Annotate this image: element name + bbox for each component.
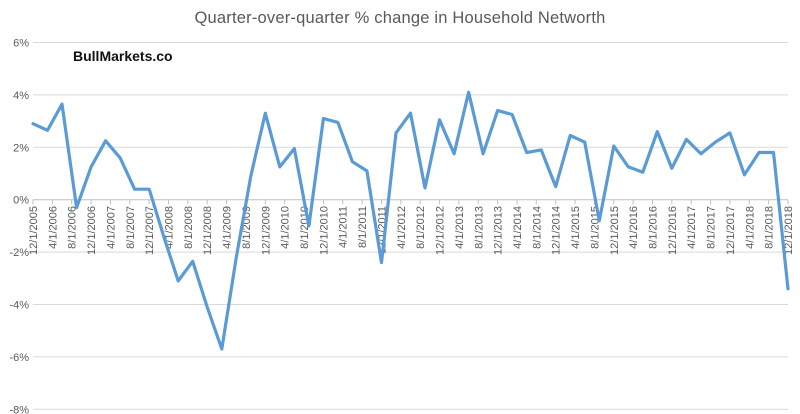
- svg-text:4/1/2015: 4/1/2015: [570, 206, 582, 249]
- svg-text:4/1/2009: 4/1/2009: [222, 206, 234, 249]
- svg-text:4%: 4%: [13, 90, 29, 102]
- x-axis: [32, 199, 789, 205]
- y-axis-labels: 6% 4% 2% 0% -2% -4% -6% -8%: [9, 38, 29, 414]
- svg-text:8/1/2012: 8/1/2012: [415, 206, 427, 249]
- bullmarkets-watermark: BullMarkets.co: [73, 48, 173, 64]
- svg-text:12/1/2009: 12/1/2009: [260, 206, 272, 255]
- svg-text:4/1/2014: 4/1/2014: [512, 206, 524, 249]
- data-series-line: [31, 90, 790, 351]
- svg-text:8/1/2013: 8/1/2013: [473, 206, 485, 249]
- svg-text:12/1/2008: 12/1/2008: [202, 206, 214, 255]
- svg-text:4/1/2011: 4/1/2011: [338, 206, 350, 248]
- svg-text:-2%: -2%: [9, 247, 29, 259]
- svg-text:8/1/2006: 8/1/2006: [67, 206, 79, 249]
- svg-text:4/1/2017: 4/1/2017: [686, 206, 698, 249]
- svg-text:12/1/2018: 12/1/2018: [783, 206, 795, 255]
- svg-text:8/1/2017: 8/1/2017: [706, 206, 718, 249]
- chart-title: Quarter-over-quarter % change in Househo…: [194, 9, 606, 27]
- x-axis-labels: 12/1/2005 4/1/2006 8/1/2006 12/1/2006 4/1/20…: [28, 206, 795, 255]
- svg-text:8/1/2014: 8/1/2014: [531, 206, 543, 249]
- svg-text:8/1/2018: 8/1/2018: [764, 206, 776, 249]
- svg-text:12/1/2005: 12/1/2005: [28, 206, 40, 255]
- svg-text:4/1/2006: 4/1/2006: [47, 206, 59, 249]
- svg-text:-6%: -6%: [9, 352, 29, 364]
- svg-text:8/1/2008: 8/1/2008: [183, 206, 195, 249]
- svg-text:-8%: -8%: [9, 404, 29, 414]
- svg-text:12/1/2010: 12/1/2010: [318, 206, 330, 255]
- svg-text:8/1/2016: 8/1/2016: [647, 206, 659, 249]
- svg-text:12/1/2012: 12/1/2012: [435, 206, 447, 255]
- svg-text:4/1/2010: 4/1/2010: [280, 206, 292, 249]
- svg-text:12/1/2013: 12/1/2013: [493, 206, 505, 255]
- gridlines: [33, 42, 788, 410]
- svg-text:0%: 0%: [13, 195, 29, 207]
- svg-text:8/1/2011: 8/1/2011: [357, 206, 369, 248]
- svg-text:6%: 6%: [13, 38, 29, 50]
- svg-text:4/1/2012: 4/1/2012: [396, 206, 408, 249]
- svg-text:4/1/2013: 4/1/2013: [454, 206, 466, 249]
- svg-text:12/1/2017: 12/1/2017: [725, 206, 737, 255]
- svg-text:4/1/2007: 4/1/2007: [105, 206, 117, 249]
- svg-text:12/1/2007: 12/1/2007: [144, 206, 156, 255]
- svg-text:12/1/2014: 12/1/2014: [551, 206, 563, 255]
- svg-text:12/1/2006: 12/1/2006: [86, 206, 98, 255]
- svg-text:12/1/2015: 12/1/2015: [609, 206, 621, 255]
- svg-text:4/1/2008: 4/1/2008: [164, 206, 176, 249]
- svg-text:4/1/2018: 4/1/2018: [744, 206, 756, 249]
- svg-text:8/1/2007: 8/1/2007: [125, 206, 137, 249]
- svg-text:4/1/2016: 4/1/2016: [628, 206, 640, 249]
- svg-text:-4%: -4%: [9, 300, 29, 312]
- svg-text:12/1/2016: 12/1/2016: [667, 206, 679, 255]
- svg-text:2%: 2%: [13, 142, 29, 154]
